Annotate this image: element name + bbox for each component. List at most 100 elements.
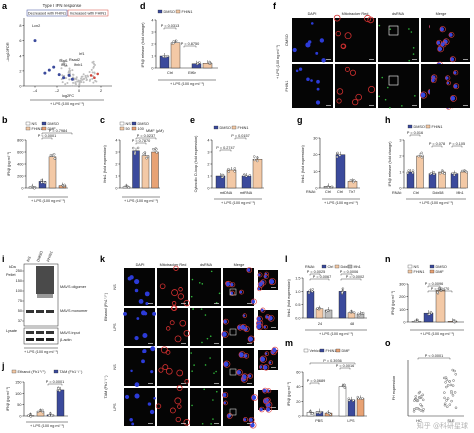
micrograph-f-r1c0 — [292, 64, 333, 108]
datapoint-o-hc — [421, 393, 424, 396]
sig-bracket-l — [340, 273, 353, 276]
band-monomer-ns — [26, 310, 34, 313]
merge-mito — [259, 406, 265, 413]
datapoint-j — [28, 413, 32, 416]
datapoint-j — [58, 389, 61, 392]
bar-e-1 — [226, 169, 237, 189]
x-tick-label-a: –4 — [33, 89, 37, 93]
merge-mito — [440, 41, 447, 48]
datapoint-g — [338, 154, 341, 157]
datapoint-e — [227, 167, 230, 171]
legend-item-c: 50 — [126, 127, 130, 131]
nucleus — [134, 288, 139, 293]
datapoint-o-sle — [453, 391, 457, 394]
datapoint-b — [40, 178, 43, 182]
micrograph-k-zoom-3 — [258, 387, 278, 413]
dsrna-signal — [412, 47, 415, 49]
micrograph-k-r2c1 — [157, 346, 189, 386]
p-value-o: P < 0.0001 — [425, 354, 443, 358]
micrograph-f-zoom-0-bg — [430, 18, 470, 62]
merge-mito — [248, 416, 255, 423]
datapoint-j — [57, 387, 60, 390]
y-axis-label-b: IFNβ (pg ml⁻¹) — [7, 151, 11, 176]
dsrna-signal — [210, 270, 213, 273]
zoom-box-f — [388, 25, 399, 36]
bar-d-1 — [170, 42, 181, 69]
datapoint-e — [227, 170, 230, 173]
sig-bracket-h — [409, 134, 421, 137]
merge-mito — [249, 421, 257, 429]
datapoint-e — [242, 174, 246, 177]
micrograph-k-zoom-1-bg — [258, 310, 278, 330]
datapoint-l — [362, 311, 365, 315]
volcano-point-ns — [68, 67, 71, 70]
merge-mito — [256, 323, 263, 331]
merge-nucleus — [221, 331, 227, 337]
datapoint-m — [343, 383, 346, 387]
p-value-l: P = 0.0002 — [346, 275, 364, 279]
volcano-point-ns — [64, 83, 67, 86]
merge-mito — [256, 315, 263, 323]
dsrna-signal — [192, 308, 194, 310]
mito-signal — [367, 85, 376, 94]
mito-signal — [352, 98, 359, 106]
datapoint-m — [343, 386, 346, 389]
y-tick-label-a: 6 — [19, 39, 21, 43]
legend-item-j: Ethanol (Fh1⁺/⁺) — [18, 370, 47, 374]
datapoint-h — [420, 156, 424, 159]
legend-item-b: DMSO — [48, 122, 59, 126]
volcano-point-ns — [83, 77, 86, 80]
datapoint-o-sle — [446, 405, 449, 408]
row-label-f: FHIN1 — [285, 81, 289, 92]
row-label-k: LPS — [113, 403, 117, 411]
nucleus — [134, 393, 140, 399]
dsrna-signal — [410, 31, 413, 33]
legend-swatch-h — [425, 124, 431, 129]
lane-label-i: NS — [26, 256, 32, 263]
dsrna-signal — [212, 399, 214, 401]
nucleus — [149, 409, 155, 415]
volcano-point-ns — [82, 73, 85, 76]
mito-signal — [176, 369, 184, 377]
micrograph-f-r1c2 — [378, 64, 419, 109]
bar-m-5 — [356, 398, 365, 417]
footer-d: + LPS (100 ng ml⁻¹) — [170, 82, 205, 86]
nucleus — [321, 58, 326, 63]
datapoint-b — [61, 184, 64, 187]
merge-nucleus — [239, 290, 243, 294]
y-tick-label-l: 1.5 — [295, 277, 300, 281]
mito-signal — [183, 419, 191, 426]
volcano-point-ns — [81, 78, 84, 81]
volcano-point-ns — [80, 81, 83, 84]
volcano-point-ns — [69, 69, 72, 72]
volcano-point-ns — [72, 81, 75, 84]
micrograph-f-r1c0-bg — [292, 64, 333, 108]
y-axis-label-a: –log10FDR — [6, 42, 10, 61]
micrograph-k-r0c0 — [124, 268, 155, 306]
datapoint-m — [361, 397, 364, 400]
legend-swatch-b — [25, 126, 31, 131]
datapoint-n — [452, 320, 456, 323]
x-label-g: Ctrl — [337, 190, 343, 194]
mito-signal — [335, 30, 341, 37]
datapoint-o-sle — [452, 379, 455, 382]
volcano-point-ns — [60, 58, 63, 61]
datapoint-o-sle — [454, 406, 458, 409]
datapoint-o-hc — [415, 399, 419, 403]
panel-label-g: g — [297, 115, 303, 125]
datapoint-j — [50, 414, 53, 418]
panel-label-l: l — [285, 254, 288, 264]
nucleus — [130, 369, 133, 373]
volcano-point-ns — [76, 80, 79, 83]
volcano-point-ns — [85, 78, 88, 81]
bar-c-3 — [151, 151, 159, 189]
footer-l: + LPS (100 ng ml⁻¹) — [319, 332, 354, 336]
legend-item-l: Ddx58 — [341, 265, 352, 269]
col-label-k: DAPI — [136, 263, 145, 267]
datapoint-h — [407, 169, 410, 172]
micrograph-f-zoom-0 — [430, 18, 470, 63]
x-tick-label-l: 48 — [350, 322, 354, 326]
merge-mito — [266, 388, 272, 394]
rnai-label-h: RNAi: — [392, 191, 402, 195]
merge-mito — [257, 281, 265, 288]
